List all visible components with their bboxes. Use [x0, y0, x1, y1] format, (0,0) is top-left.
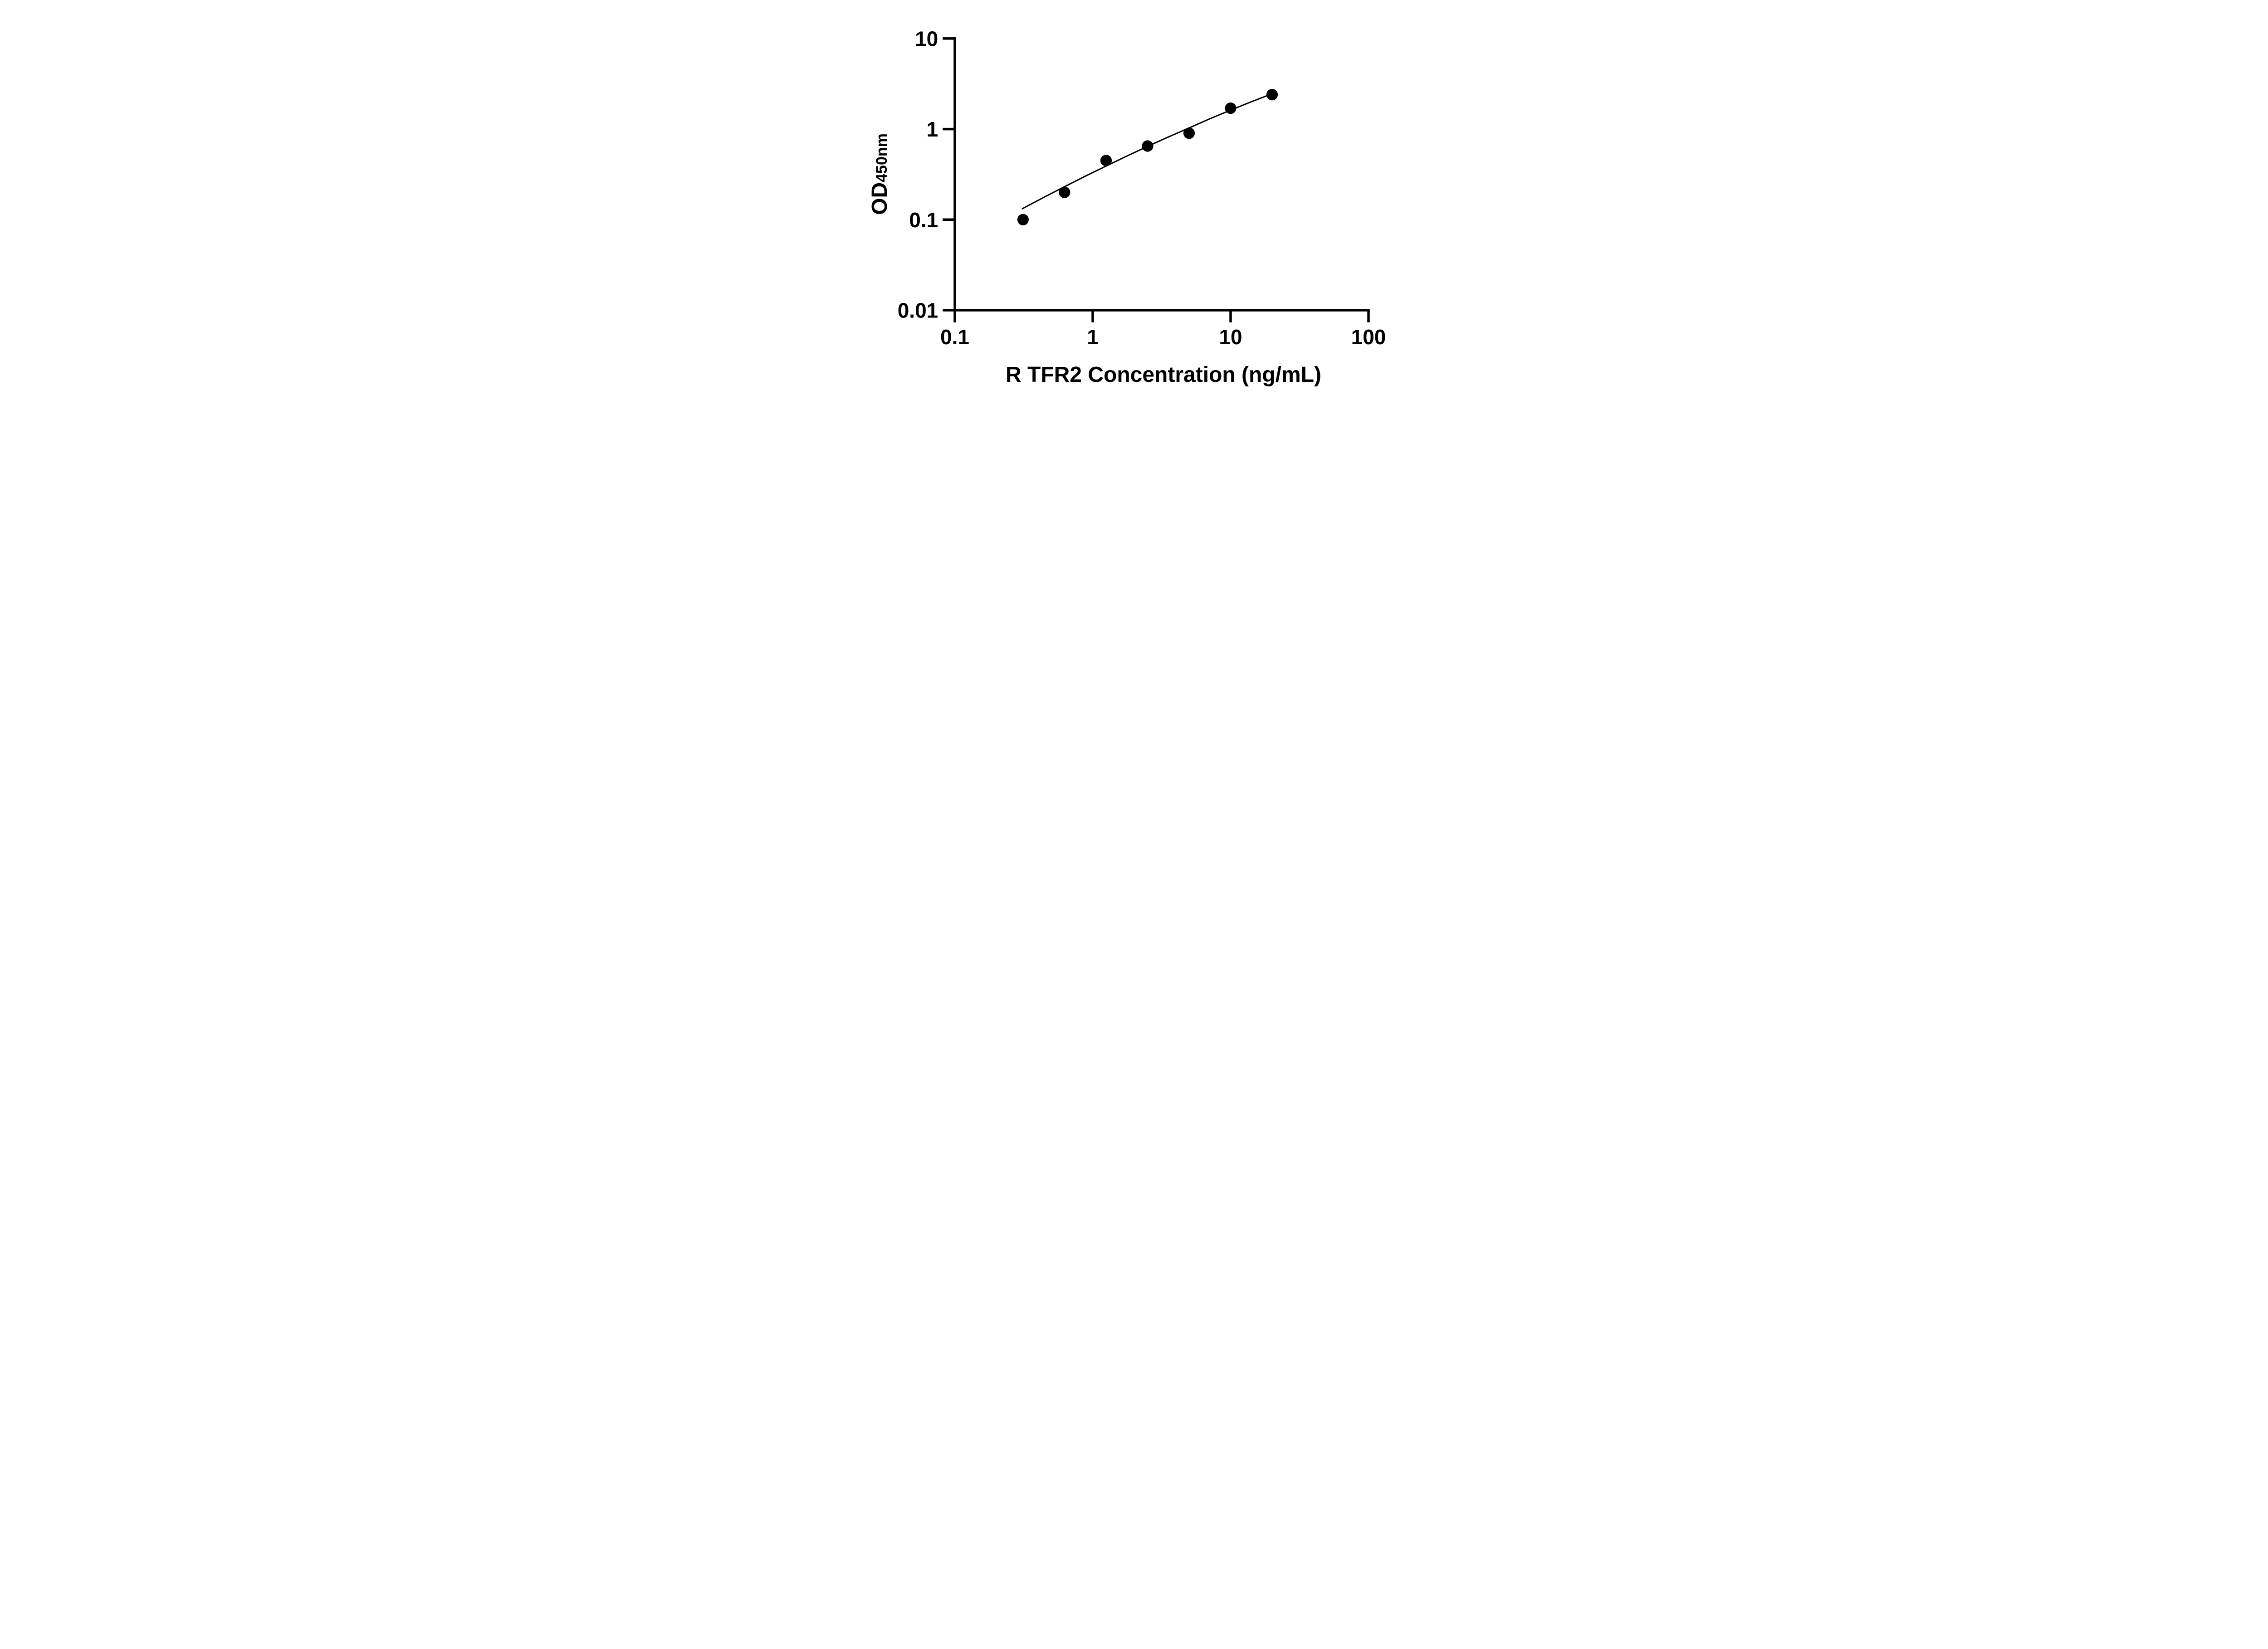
- y-axis-tick-label: 1: [927, 117, 938, 141]
- elisa-standard-curve-figure: 10 1 0.1 0.01 0.1 1 10 100 R TFR2 Concentration…: [842, 0, 1426, 412]
- data-point: [1183, 127, 1195, 139]
- x-axis-tick-label: 10: [1219, 325, 1242, 349]
- y-axis-tick-label: 10: [915, 27, 938, 50]
- data-point: [1142, 140, 1154, 152]
- x-axis-tick-label: 100: [1351, 325, 1386, 349]
- data-point: [1059, 186, 1070, 198]
- y-axis-tick-label: 0.01: [898, 299, 938, 322]
- x-axis-title: R TFR2 Concentration (ng/mL): [1006, 363, 1321, 387]
- data-point: [1225, 102, 1237, 114]
- y-axis-title: OD450nm: [868, 133, 892, 215]
- x-axis-tick-label: 0.1: [940, 325, 969, 349]
- data-point: [1100, 155, 1112, 166]
- data-point: [1017, 214, 1029, 225]
- y-axis-tick-label: 0.1: [909, 208, 938, 232]
- data-point: [1266, 89, 1278, 101]
- x-axis-tick-label: 1: [1087, 325, 1099, 349]
- figure-wrapper: 10 1 0.1 0.01 0.1 1 10 100 R TFR2 Concentration…: [0, 0, 2268, 412]
- y-axis-title-sub: 450nm: [873, 133, 890, 182]
- y-axis-title-main: OD: [868, 182, 892, 215]
